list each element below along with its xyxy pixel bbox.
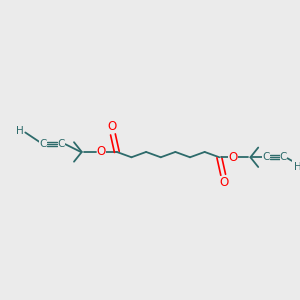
Text: H: H	[294, 162, 300, 172]
Text: C: C	[262, 152, 270, 162]
Text: H: H	[16, 125, 23, 136]
Text: O: O	[107, 120, 117, 133]
Text: C: C	[280, 152, 287, 162]
Text: O: O	[220, 176, 229, 189]
Text: O: O	[97, 146, 106, 158]
Text: C: C	[39, 139, 46, 149]
Text: O: O	[228, 151, 238, 164]
Text: C: C	[58, 139, 65, 149]
